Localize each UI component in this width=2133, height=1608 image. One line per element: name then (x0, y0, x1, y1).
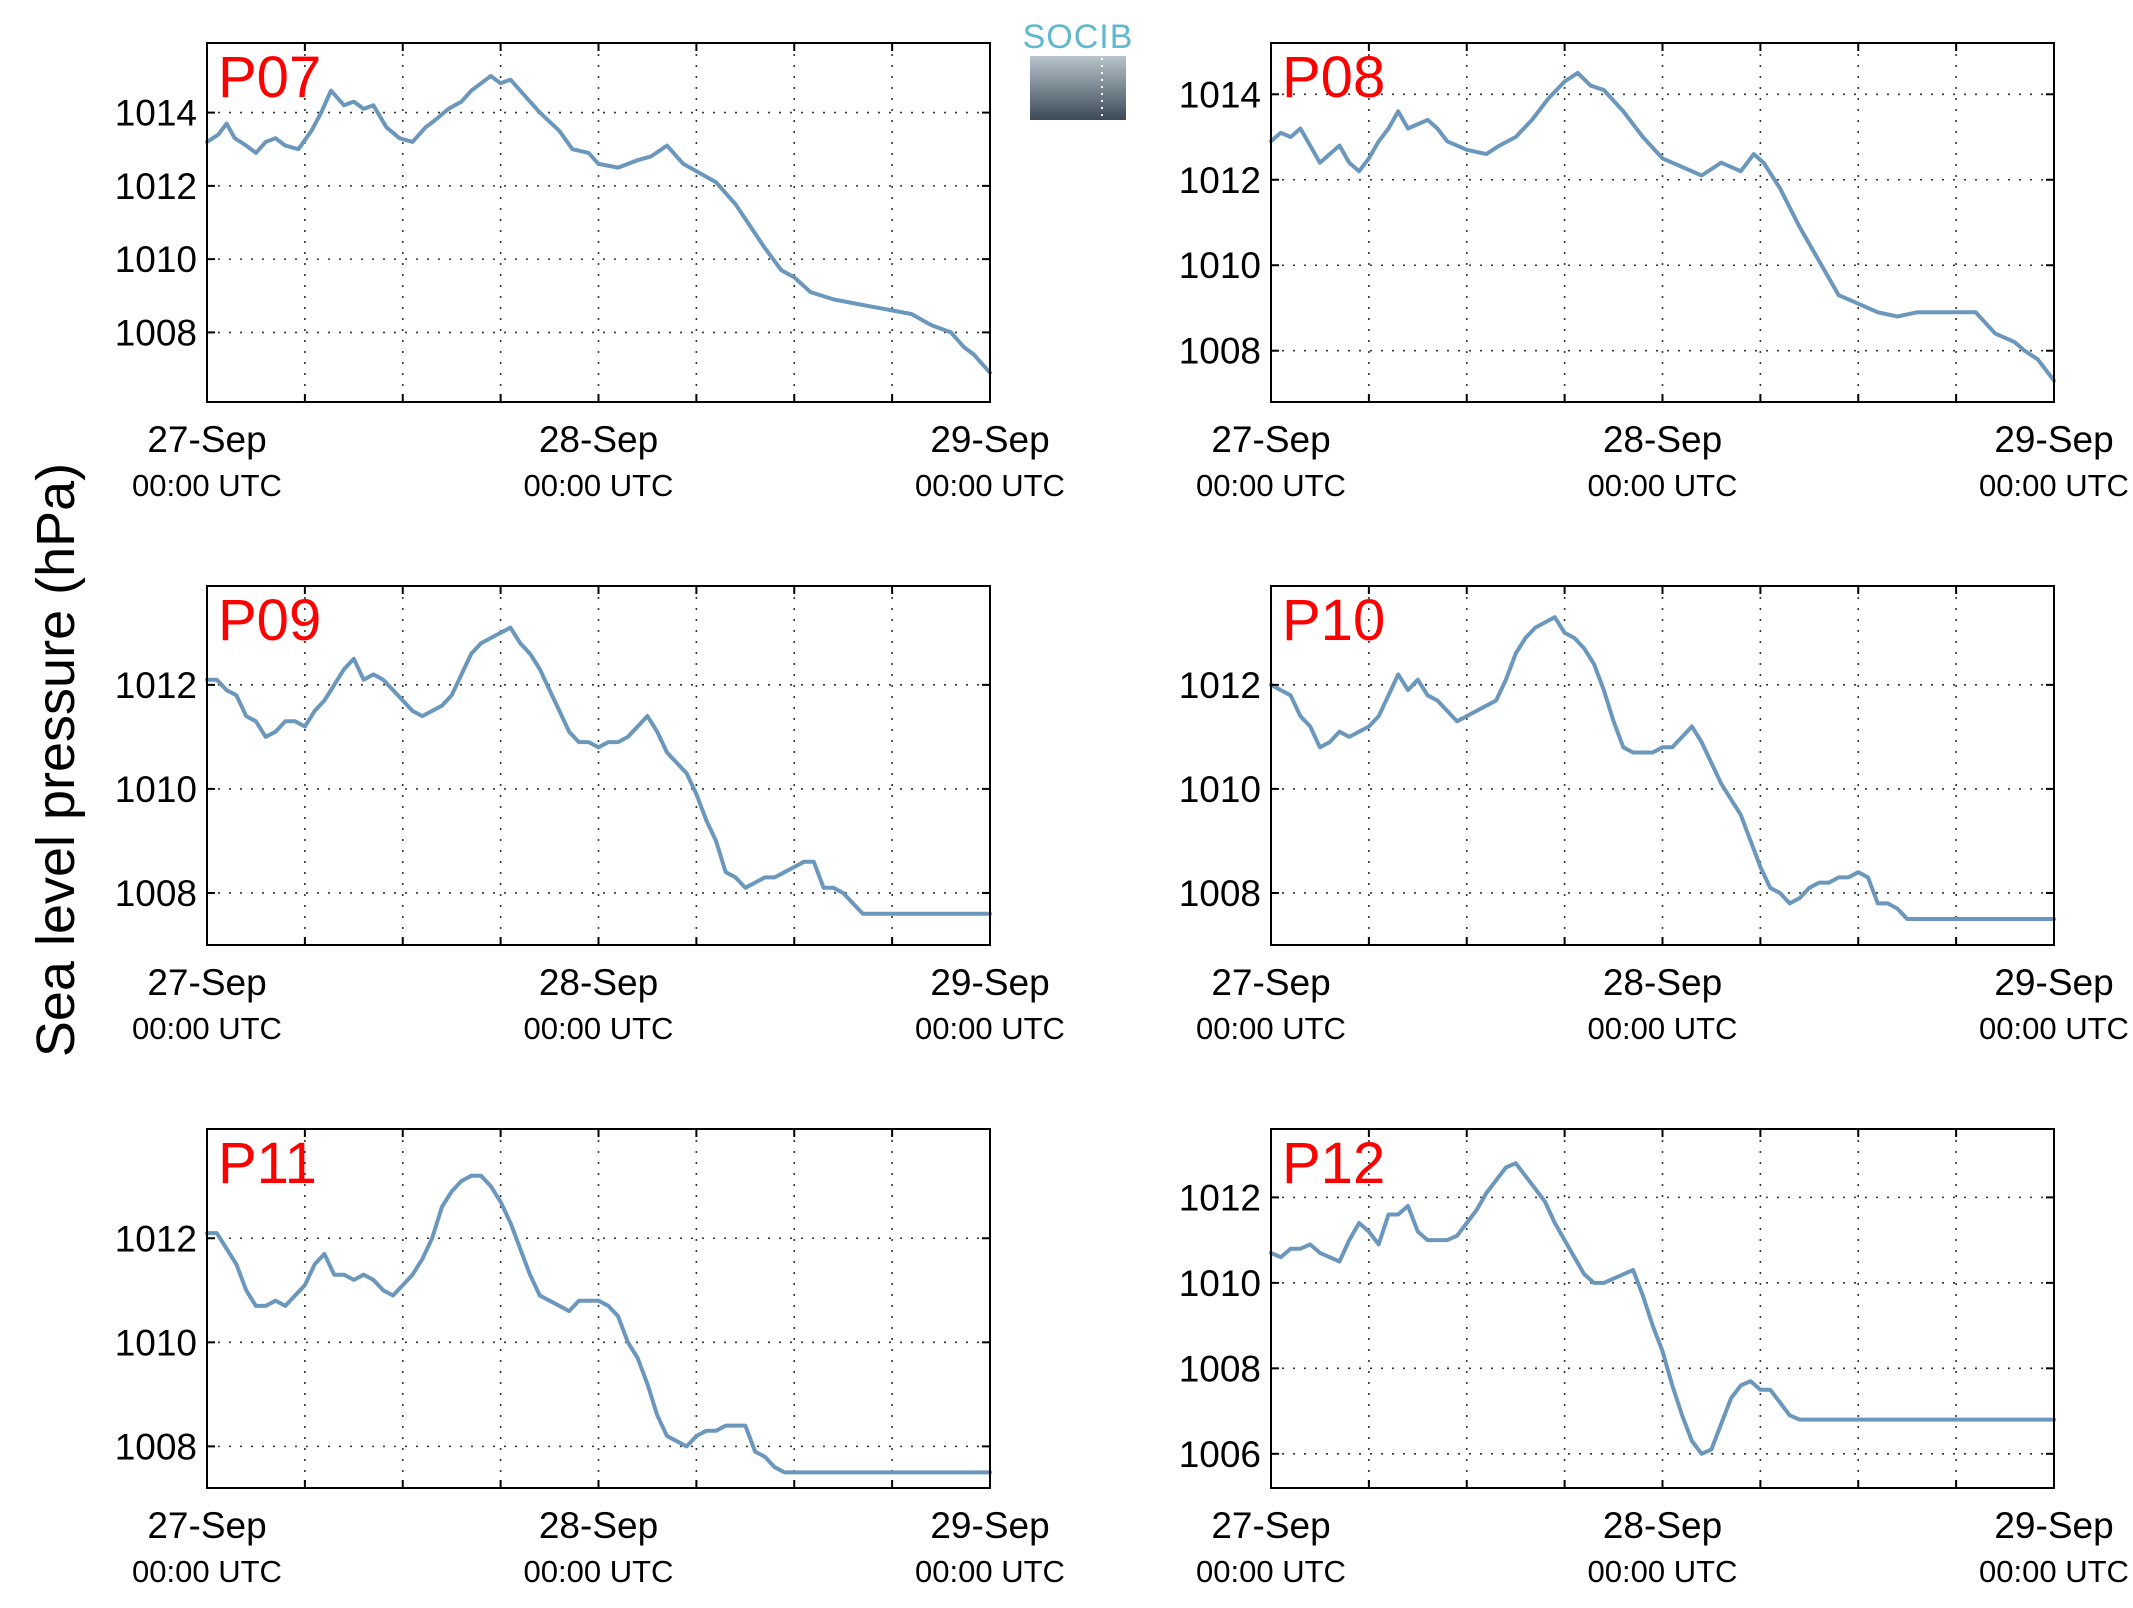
y-tick-label: 1014 (115, 93, 197, 134)
panel-p10: 1008 1010 1012 27-Sep 00:00 UTC 28-Sep 00:00 U… (1179, 585, 2129, 1046)
panel-label-p10: P10 (1282, 588, 1385, 653)
panel-p08: 1008 1010 1012 1014 27-Sep 00:00 UTC 28-Sep 00:… (1179, 42, 2129, 503)
y-tick-label: 1008 (115, 312, 197, 353)
x-tick-date-label: 29-Sep (1994, 419, 2113, 460)
x-tick-time-label: 00:00 UTC (915, 1011, 1065, 1046)
y-tick-label: 1010 (1179, 1263, 1261, 1304)
x-tick-time-label: 00:00 UTC (1588, 468, 1738, 503)
y-tick-label: 1010 (1179, 769, 1261, 810)
plot-area (1271, 43, 2054, 402)
x-tick-date-label: 29-Sep (1994, 1505, 2113, 1546)
series-line-p09 (205, 625, 992, 916)
panel-p07: 1008 1010 1012 1014 27-Sep 00:00 UTC 28-Sep 00:… (115, 42, 1065, 503)
y-tick-label: 1010 (115, 1322, 197, 1363)
x-tick-time-label: 00:00 UTC (915, 468, 1065, 503)
series-line-p07 (205, 74, 992, 375)
panel-label-p08: P08 (1282, 45, 1385, 110)
y-tick-label: 1006 (1179, 1434, 1261, 1475)
x-tick-date-label: 28-Sep (539, 1505, 658, 1546)
y-axis-label: Sea level pressure (hPa) (26, 463, 86, 1057)
panel-label-p09: P09 (218, 588, 321, 653)
x-tick-date-label: 28-Sep (539, 962, 658, 1003)
panels: 1008 1010 1012 1014 27-Sep 00:00 UTC 28-Sep 00:… (115, 42, 2129, 1589)
y-tick-label: 1008 (1179, 331, 1261, 372)
logo-text: SOCIB (1023, 18, 1134, 56)
x-tick-date-label: 27-Sep (147, 1505, 266, 1546)
panel-p09: 1008 1010 1012 27-Sep 00:00 UTC 28-Sep 00:00 U… (115, 585, 1065, 1046)
x-tick-date-label: 27-Sep (1211, 962, 1330, 1003)
x-tick-time-label: 00:00 UTC (524, 1011, 674, 1046)
y-tick-label: 1012 (1179, 160, 1261, 201)
x-tick-date-label: 29-Sep (930, 419, 1049, 460)
x-tick-time-label: 00:00 UTC (524, 1554, 674, 1589)
series-line-p11 (205, 1173, 992, 1475)
x-tick-date-label: 29-Sep (930, 1505, 1049, 1546)
panel-label-p11: P11 (218, 1131, 317, 1196)
x-tick-date-label: 29-Sep (930, 962, 1049, 1003)
socib-logo: SOCIB (1023, 18, 1134, 120)
y-tick-label: 1010 (115, 239, 197, 280)
y-tick-label: 1012 (115, 166, 197, 207)
panel-label-p07: P07 (218, 45, 321, 110)
x-tick-time-label: 00:00 UTC (132, 468, 282, 503)
plot-area (1271, 1129, 2054, 1488)
y-tick-label: 1008 (115, 1426, 197, 1467)
x-tick-time-label: 00:00 UTC (132, 1011, 282, 1046)
y-tick-label: 1012 (1179, 665, 1261, 706)
y-tick-label: 1012 (1179, 1177, 1261, 1218)
x-tick-date-label: 29-Sep (1994, 962, 2113, 1003)
plot-area (207, 43, 990, 402)
x-tick-time-label: 00:00 UTC (1979, 468, 2129, 503)
panel-p11: 1008 1010 1012 27-Sep 00:00 UTC 28-Sep 00:00 U… (115, 1128, 1065, 1589)
x-tick-time-label: 00:00 UTC (1196, 468, 1346, 503)
y-tick-label: 1008 (1179, 1348, 1261, 1389)
x-tick-time-label: 00:00 UTC (1588, 1011, 1738, 1046)
plot-area (207, 1129, 990, 1488)
x-tick-date-label: 27-Sep (1211, 1505, 1330, 1546)
y-tick-label: 1014 (1179, 74, 1261, 115)
y-tick-label: 1012 (115, 1218, 197, 1259)
y-tick-label: 1008 (1179, 873, 1261, 914)
x-tick-time-label: 00:00 UTC (1588, 1554, 1738, 1589)
x-tick-date-label: 28-Sep (1603, 1505, 1722, 1546)
x-tick-date-label: 27-Sep (147, 419, 266, 460)
x-tick-time-label: 00:00 UTC (132, 1554, 282, 1589)
x-tick-time-label: 00:00 UTC (915, 1554, 1065, 1589)
x-tick-time-label: 00:00 UTC (1979, 1011, 2129, 1046)
x-tick-date-label: 27-Sep (1211, 419, 1330, 460)
panel-p12: 1006 1008 1010 1012 27-Sep 00:00 UTC 28-Sep 00:… (1179, 1128, 2129, 1589)
x-tick-time-label: 00:00 UTC (1979, 1554, 2129, 1589)
x-tick-date-label: 28-Sep (1603, 962, 1722, 1003)
y-tick-label: 1010 (115, 769, 197, 810)
x-tick-date-label: 27-Sep (147, 962, 266, 1003)
logo-graphic (1030, 56, 1126, 120)
y-tick-label: 1012 (115, 665, 197, 706)
x-tick-date-label: 28-Sep (539, 419, 658, 460)
y-tick-label: 1010 (1179, 245, 1261, 286)
x-tick-time-label: 00:00 UTC (1196, 1011, 1346, 1046)
x-tick-date-label: 28-Sep (1603, 419, 1722, 460)
series-line-p10 (1269, 615, 2056, 921)
plot-area (1271, 586, 2054, 945)
series-line-p08 (1269, 70, 2056, 383)
x-tick-time-label: 00:00 UTC (1196, 1554, 1346, 1589)
series-line-p12 (1269, 1161, 2056, 1456)
y-tick-label: 1008 (115, 873, 197, 914)
plot-area (207, 586, 990, 945)
x-tick-time-label: 00:00 UTC (524, 468, 674, 503)
panel-label-p12: P12 (1282, 1131, 1385, 1196)
